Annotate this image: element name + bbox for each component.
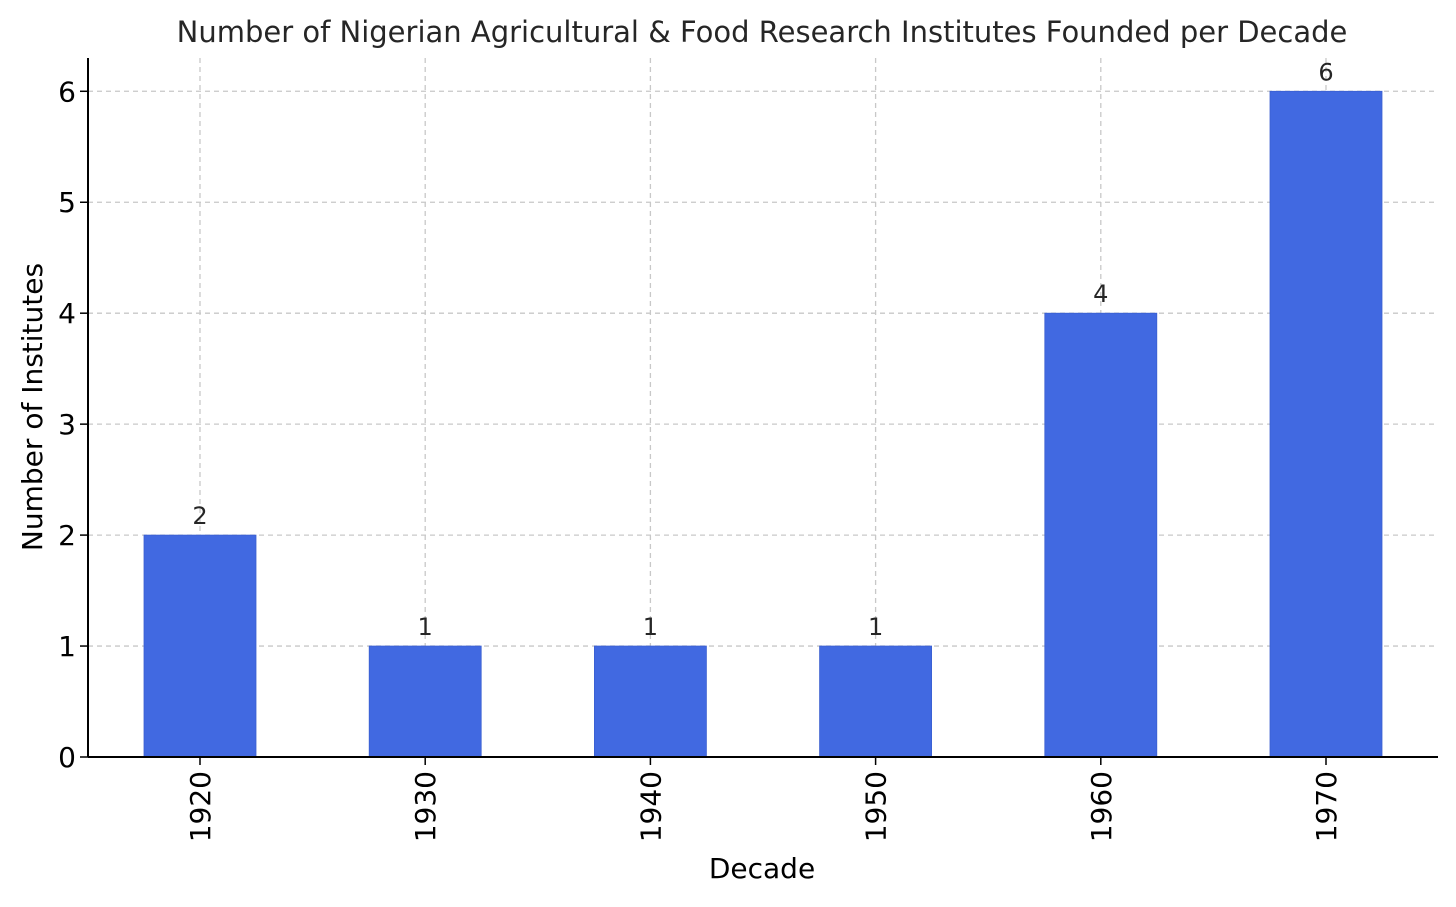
bar-1930 xyxy=(368,645,482,758)
ticks: 0 1 2 3 4 5 6 1920 1930 1940 1950 1960 1970 xyxy=(58,75,1343,842)
x-tick-label-1960: 1960 xyxy=(1085,771,1118,842)
x-tick-label-1940: 1940 xyxy=(634,771,667,842)
x-tick-label-1950: 1950 xyxy=(860,771,893,842)
x-tick-label-1970: 1970 xyxy=(1310,771,1343,842)
y-tick-label: 5 xyxy=(58,186,76,219)
bar-1950 xyxy=(819,645,932,758)
bar-1920 xyxy=(143,534,257,758)
y-tick-label: 0 xyxy=(58,741,76,774)
bars xyxy=(143,90,1383,758)
x-tick-label-1930: 1930 xyxy=(409,771,442,842)
data-label-1930: 1 xyxy=(418,613,433,641)
y-axis-label: Number of Institutes xyxy=(16,263,49,551)
data-label-1960: 4 xyxy=(1093,280,1108,308)
data-label-1940: 1 xyxy=(643,613,658,641)
chart-title: Number of Nigerian Agricultural & Food R… xyxy=(177,15,1348,49)
y-tick-label: 1 xyxy=(58,630,76,663)
y-tick-label: 2 xyxy=(58,519,76,552)
x-tick-label-1920: 1920 xyxy=(184,771,217,842)
x-axis-label: Decade xyxy=(709,852,815,885)
bar-1960 xyxy=(1044,312,1158,758)
bar-1940 xyxy=(594,645,707,758)
y-tick-label: 4 xyxy=(58,297,76,330)
data-label-1920: 2 xyxy=(192,502,207,530)
y-tick-label: 3 xyxy=(58,408,76,441)
y-tick-label: 6 xyxy=(58,75,76,108)
data-label-1950: 1 xyxy=(868,613,883,641)
axes xyxy=(87,58,1438,758)
bar-1970 xyxy=(1269,90,1383,758)
data-labels: 2 1 1 1 4 6 xyxy=(192,58,1333,641)
grid xyxy=(88,58,1438,757)
data-label-1970: 6 xyxy=(1318,58,1333,86)
